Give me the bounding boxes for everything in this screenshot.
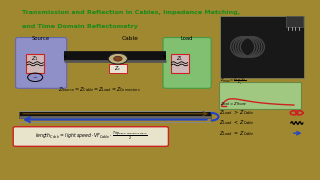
Text: $Z_1$: $Z_1$ <box>31 54 39 63</box>
Circle shape <box>114 56 122 61</box>
FancyBboxPatch shape <box>163 38 211 88</box>
Bar <box>26 54 44 73</box>
Circle shape <box>108 53 127 64</box>
Text: Source: Source <box>32 36 50 41</box>
Text: $Z_{max} = \frac{Z_{load} \cdot Z_s}{Z_s}$: $Z_{max} = \frac{Z_{load} \cdot Z_s}{Z_s… <box>220 76 246 88</box>
Text: $Z_L$: $Z_L$ <box>176 54 183 63</box>
Text: $Z_{Load}\ <\ Z_{Cable}$: $Z_{Load}\ <\ Z_{Cable}$ <box>219 119 254 127</box>
Text: and Time Domain Reflectometry: and Time Domain Reflectometry <box>22 24 138 29</box>
FancyBboxPatch shape <box>13 127 168 146</box>
FancyBboxPatch shape <box>16 38 67 88</box>
Text: $Z_c$: $Z_c$ <box>114 64 122 73</box>
Text: $length_{Cable} = light\ speed \cdot VF_{Cable} \cdot \frac{Trip_{Signal\ around: $length_{Cable} = light\ speed \cdot VF_… <box>35 129 147 142</box>
Text: ~: ~ <box>33 75 37 80</box>
Bar <box>220 15 304 78</box>
Bar <box>109 64 127 73</box>
Text: $Z_{Load}\ =\ Z_{Cable}$: $Z_{Load}\ =\ Z_{Cable}$ <box>219 129 254 138</box>
Text: $Z_{Source} = Z_{Cable} = Z_{Load} = Z_{Connectors}$: $Z_{Source} = Z_{Cable} = Z_{Load} = Z_{… <box>58 86 141 94</box>
Text: Load: Load <box>181 36 193 41</box>
Bar <box>219 82 301 109</box>
Text: $Z_{load} = Z_{Source}$: $Z_{load} = Z_{Source}$ <box>220 101 247 108</box>
Text: $Z_{Load}\ >\ Z_{Cable}$: $Z_{Load}\ >\ Z_{Cable}$ <box>219 108 254 117</box>
Text: Cable: Cable <box>122 36 138 41</box>
Text: Transmission and Reflection in Cables, Impedance Matching,: Transmission and Reflection in Cables, I… <box>22 10 240 15</box>
Bar <box>286 15 303 27</box>
Bar <box>171 54 188 73</box>
